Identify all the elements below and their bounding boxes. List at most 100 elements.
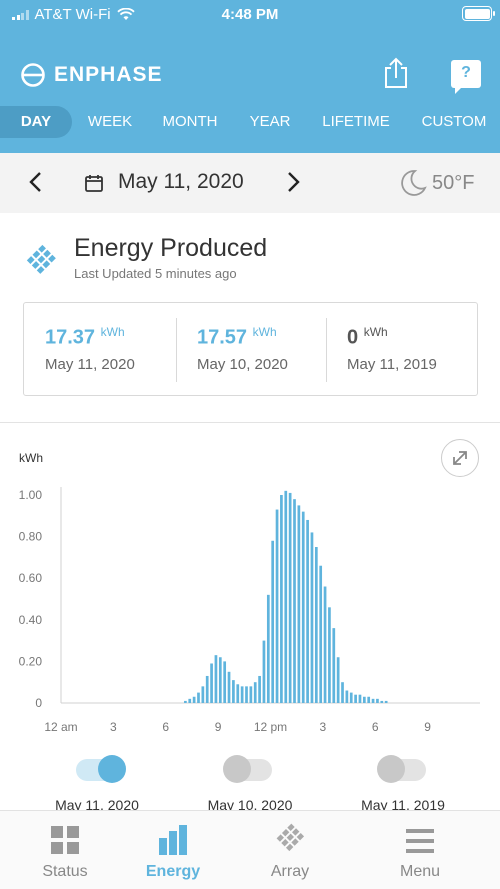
menu-icon [406, 829, 434, 853]
help-icon: ? [461, 64, 471, 81]
y-tick-label: 1.00 [19, 488, 43, 502]
chart-bar [218, 657, 222, 703]
selected-date[interactable]: May 11, 2020 [118, 170, 244, 193]
toggle-today[interactable] [76, 755, 126, 783]
stat-unit: kWh [252, 325, 277, 339]
signal-icon [12, 9, 29, 20]
chart-bar [210, 663, 213, 703]
chart-bar [376, 698, 379, 703]
chart-bar [297, 505, 301, 703]
chart-bar [367, 696, 371, 703]
clock: 4:48 PM [221, 6, 279, 23]
chart-bar [336, 657, 340, 703]
expand-icon [453, 451, 467, 465]
chart-bar [192, 696, 196, 703]
chart-bar [358, 694, 362, 703]
x-tick-label: 12 am [44, 720, 77, 734]
stat-unit: kWh [100, 325, 125, 339]
stat-value: 17.57 [197, 326, 248, 349]
energy-chart: kWh 1.00 0.80 0.60 0.40 0.20 012 am 3 6 9 12 pm 3 6 9 [19, 451, 480, 734]
chart-bar [271, 540, 275, 703]
chart-bar [306, 519, 309, 703]
stat-today: 17.37 kWh May 11, 2020 [45, 325, 135, 373]
array-icon [276, 823, 305, 852]
chart-bar [258, 675, 261, 703]
enphase-logo-icon [21, 63, 45, 87]
chart-bar [223, 661, 227, 703]
x-tick-label: 6 [162, 720, 169, 734]
stat-date: May 11, 2020 [45, 355, 135, 373]
chart-bar [323, 586, 327, 703]
calendar-icon[interactable] [84, 173, 104, 198]
prev-date-button[interactable] [28, 171, 44, 199]
bottom-tab-bar: Status Energy Array Menu [0, 810, 500, 889]
chart-bar [314, 547, 318, 703]
toggle-label: May 11, 2020 [55, 797, 139, 813]
chart-bar [284, 490, 288, 703]
share-icon [385, 57, 407, 88]
tab-label: Array [270, 863, 310, 880]
chart-bar [349, 692, 353, 703]
carrier-label: AT&T Wi-Fi [34, 6, 111, 23]
toggle-yesterday[interactable] [223, 755, 272, 783]
chart-bar [301, 511, 305, 703]
enphase-logo: ENPHASE [20, 62, 163, 88]
tab-label: Menu [399, 863, 441, 880]
tab-month[interactable]: MONTH [162, 113, 218, 130]
stats-card: 17.37 kWh May 11, 2020 17.57 kWh May 10,… [23, 302, 478, 396]
chevron-left-icon [29, 172, 41, 192]
chart-bar [345, 690, 349, 703]
expand-chart-button[interactable] [441, 439, 479, 477]
battery-icon [462, 6, 495, 21]
tab-lifetime[interactable]: LIFETIME [322, 113, 390, 130]
y-axis-label: kWh [19, 451, 43, 465]
help-button[interactable]: ? [451, 60, 481, 94]
chart-bar [371, 698, 375, 703]
tab-week[interactable]: WEEK [87, 113, 133, 130]
chart-bar [214, 655, 218, 703]
tab-day[interactable]: DAY [0, 106, 72, 138]
energy-icon [159, 825, 187, 855]
solar-panel-icon [22, 240, 60, 283]
chart-bar [384, 700, 388, 703]
stat-value: 0 [347, 326, 359, 349]
chart-bar [232, 680, 235, 703]
tab-label: Status [42, 863, 88, 880]
chart-bar [262, 640, 266, 703]
tab-array[interactable]: Array [235, 823, 345, 881]
toggle-knob [98, 755, 126, 783]
chart-bar [341, 682, 344, 703]
tab-custom[interactable]: CUSTOM [421, 113, 487, 130]
share-button[interactable] [382, 57, 410, 89]
toggle-last-year[interactable] [377, 755, 426, 783]
carrier-info: AT&T Wi-Fi [12, 6, 135, 23]
stat-date: May 11, 2019 [347, 355, 437, 373]
chart-bar [249, 686, 253, 703]
stat-value: 17.37 [45, 326, 96, 349]
comparison-toggles: May 11, 2020 May 10, 2020 May 11, 2019 [0, 752, 500, 813]
tab-menu[interactable]: Menu [365, 823, 475, 881]
chart-bar [328, 607, 331, 703]
status-icon [51, 826, 79, 854]
temperature: 50°F [432, 171, 475, 194]
tab-status[interactable]: Status [10, 823, 120, 881]
y-tick-label: 0.20 [19, 654, 43, 668]
brand-name: ENPHASE [54, 63, 163, 86]
chart-bar [310, 532, 314, 703]
moon-icon [401, 170, 427, 196]
last-updated: Last Updated 5 minutes ago [74, 266, 237, 281]
x-tick-label: 6 [372, 720, 379, 734]
tab-energy[interactable]: Energy [118, 823, 228, 881]
y-tick-label: 0.40 [19, 613, 43, 627]
chart-bar [293, 499, 296, 703]
chart-bar [188, 698, 192, 703]
chart-bar [332, 628, 336, 703]
next-date-button[interactable] [285, 171, 301, 199]
tab-label: Energy [145, 863, 201, 880]
toggle-knob [223, 755, 251, 783]
stat-last-year: 0 kWh May 11, 2019 [347, 325, 437, 373]
divider [176, 318, 177, 382]
chart-bar [184, 700, 187, 703]
stat-date: May 10, 2020 [197, 355, 288, 373]
tab-year[interactable]: YEAR [249, 113, 291, 130]
